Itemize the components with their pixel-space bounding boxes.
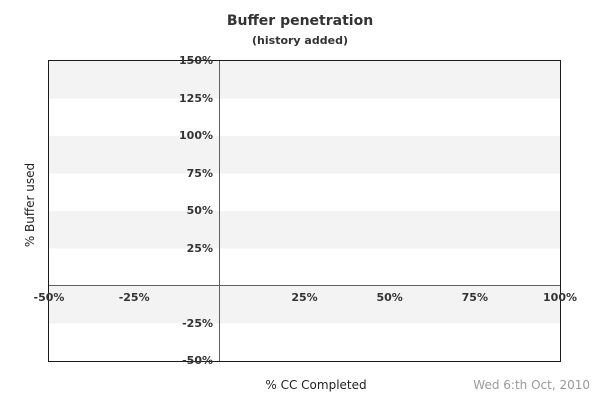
- x-tick-label: -25%: [118, 291, 150, 304]
- footer-date: Wed 6:th Oct, 2010: [473, 378, 590, 392]
- chart-subtitle: (history added): [252, 34, 348, 47]
- plot-area: [48, 60, 561, 362]
- y-tick-label: -25%: [182, 316, 213, 330]
- x-tick-label: -50%: [33, 291, 65, 304]
- x-tick-label: 100%: [543, 291, 577, 304]
- y-tick-label: 125%: [179, 91, 213, 105]
- x-tick-label: 75%: [461, 291, 488, 304]
- y-tick-label: -50%: [182, 354, 213, 367]
- y-tick-label: 100%: [179, 129, 213, 142]
- y-tick-label: 150%: [179, 54, 213, 67]
- x-tick-label: 50%: [376, 291, 403, 304]
- y-axis-title: % Buffer used: [23, 162, 37, 248]
- y-tick-label: 25%: [186, 241, 213, 255]
- y-zero-line: [219, 61, 220, 361]
- x-axis-title: % CC Completed: [265, 378, 367, 392]
- y-tick-label: 50%: [186, 204, 213, 217]
- x-tick-label: 25%: [291, 291, 318, 304]
- y-tick-label: 75%: [186, 166, 213, 180]
- x-zero-line: [49, 285, 560, 286]
- chart-title: Buffer penetration: [226, 13, 374, 29]
